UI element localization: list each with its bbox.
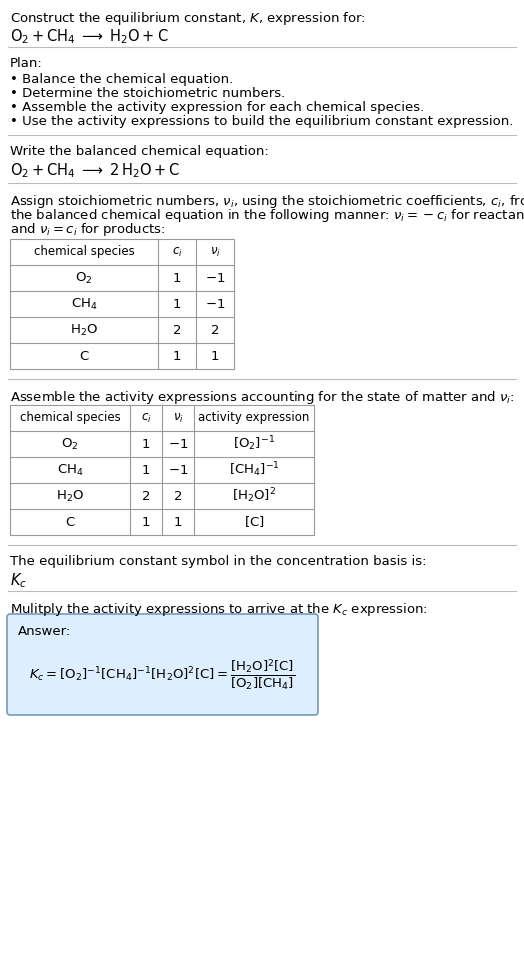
Text: $[\mathrm{O_2}]^{-1}$: $[\mathrm{O_2}]^{-1}$ (233, 434, 275, 454)
Text: $c_i$: $c_i$ (140, 412, 151, 425)
Text: the balanced chemical equation in the following manner: $\nu_i = -c_i$ for react: the balanced chemical equation in the fo… (10, 207, 524, 224)
Text: $\mathrm{O_2 + CH_4 \;\longrightarrow\; H_2O + C}$: $\mathrm{O_2 + CH_4 \;\longrightarrow\; … (10, 27, 169, 46)
Text: $-1$: $-1$ (205, 272, 225, 284)
Text: Assemble the activity expressions accounting for the state of matter and $\nu_i$: Assemble the activity expressions accoun… (10, 389, 515, 406)
Text: $\mathrm{O_2}$: $\mathrm{O_2}$ (75, 271, 93, 285)
Text: Mulitply the activity expressions to arrive at the $K_c$ expression:: Mulitply the activity expressions to arr… (10, 601, 428, 618)
Text: $\nu_i$: $\nu_i$ (172, 412, 183, 425)
Text: chemical species: chemical species (34, 246, 134, 258)
Text: The equilibrium constant symbol in the concentration basis is:: The equilibrium constant symbol in the c… (10, 555, 427, 568)
Text: Assign stoichiometric numbers, $\nu_i$, using the stoichiometric coefficients, $: Assign stoichiometric numbers, $\nu_i$, … (10, 193, 524, 210)
Text: 1: 1 (142, 437, 150, 451)
Text: $\mathrm{CH_4}$: $\mathrm{CH_4}$ (57, 462, 83, 478)
Text: $c_i$: $c_i$ (172, 245, 182, 258)
Text: 1: 1 (173, 298, 181, 310)
Text: 2: 2 (211, 323, 219, 337)
Bar (10, 405, 314, 535)
Text: chemical species: chemical species (19, 412, 121, 425)
Text: 2: 2 (142, 489, 150, 502)
Text: C: C (79, 349, 89, 363)
Text: $-1$: $-1$ (205, 298, 225, 310)
Text: 1: 1 (142, 516, 150, 528)
Text: Answer:: Answer: (18, 625, 71, 638)
Text: $K_c$: $K_c$ (10, 571, 27, 590)
Text: • Use the activity expressions to build the equilibrium constant expression.: • Use the activity expressions to build … (10, 115, 514, 128)
Text: 1: 1 (173, 272, 181, 284)
Text: 1: 1 (173, 349, 181, 363)
Bar (10, 239, 234, 369)
Text: activity expression: activity expression (198, 412, 310, 425)
Text: 1: 1 (174, 516, 182, 528)
Text: • Assemble the activity expression for each chemical species.: • Assemble the activity expression for e… (10, 101, 424, 114)
Text: 2: 2 (174, 489, 182, 502)
Text: $[\mathrm{CH_4}]^{-1}$: $[\mathrm{CH_4}]^{-1}$ (228, 460, 279, 479)
Text: 1: 1 (142, 463, 150, 477)
Text: $\mathrm{O_2 + CH_4 \;\longrightarrow\; 2\,H_2O + C}$: $\mathrm{O_2 + CH_4 \;\longrightarrow\; … (10, 161, 180, 180)
Text: $\mathrm{H_2O}$: $\mathrm{H_2O}$ (56, 488, 84, 503)
Text: Construct the equilibrium constant, $K$, expression for:: Construct the equilibrium constant, $K$,… (10, 10, 366, 27)
Text: C: C (66, 516, 74, 528)
Text: Plan:: Plan: (10, 57, 43, 70)
Text: $-1$: $-1$ (168, 437, 188, 451)
Text: $\nu_i$: $\nu_i$ (210, 245, 221, 258)
Text: • Balance the chemical equation.: • Balance the chemical equation. (10, 73, 233, 86)
Text: $-1$: $-1$ (168, 463, 188, 477)
Text: $\mathrm{O_2}$: $\mathrm{O_2}$ (61, 436, 79, 452)
FancyBboxPatch shape (7, 614, 318, 715)
Text: $\mathrm{H_2O}$: $\mathrm{H_2O}$ (70, 323, 98, 338)
Text: Write the balanced chemical equation:: Write the balanced chemical equation: (10, 145, 269, 158)
Text: $K_c = [\mathrm{O_2}]^{-1}[\mathrm{CH_4}]^{-1}[\mathrm{H_2O}]^{2}[\mathrm{C}] = : $K_c = [\mathrm{O_2}]^{-1}[\mathrm{CH_4}… (29, 657, 296, 693)
Text: $\mathrm{CH_4}$: $\mathrm{CH_4}$ (71, 297, 97, 312)
Text: $[\mathrm{C}]$: $[\mathrm{C}]$ (244, 515, 264, 529)
Text: $[\mathrm{H_2O}]^{2}$: $[\mathrm{H_2O}]^{2}$ (232, 487, 276, 505)
Text: 1: 1 (211, 349, 219, 363)
Text: • Determine the stoichiometric numbers.: • Determine the stoichiometric numbers. (10, 87, 285, 100)
Text: 2: 2 (173, 323, 181, 337)
Text: and $\nu_i = c_i$ for products:: and $\nu_i = c_i$ for products: (10, 221, 166, 238)
